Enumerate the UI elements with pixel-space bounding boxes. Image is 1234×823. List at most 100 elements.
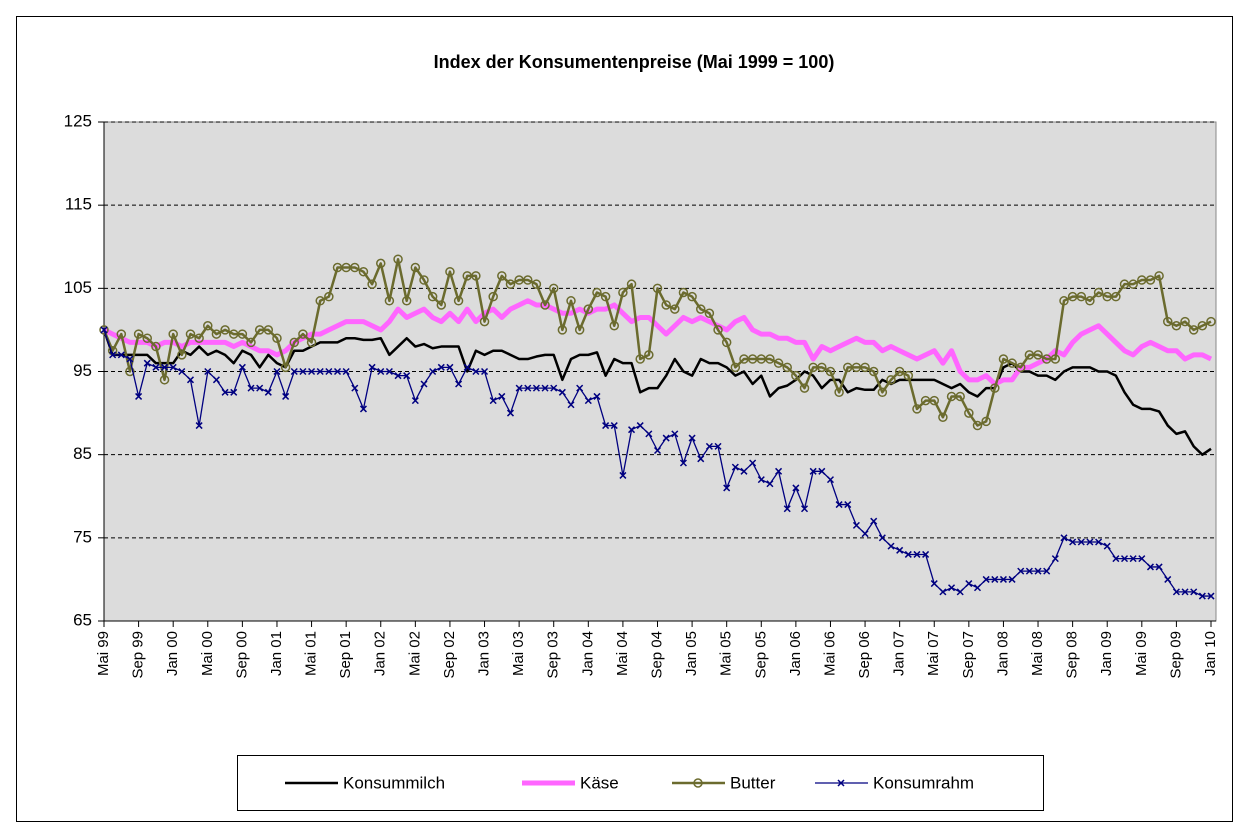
marker xyxy=(550,384,558,392)
marker xyxy=(472,367,480,376)
marker xyxy=(765,354,775,364)
marker xyxy=(116,329,127,339)
marker xyxy=(981,416,991,427)
marker xyxy=(574,325,585,335)
marker xyxy=(290,367,298,376)
marker xyxy=(427,291,438,302)
marker xyxy=(1086,538,1094,546)
x-tick-label: Jan 01 xyxy=(268,631,285,676)
marker xyxy=(636,422,644,430)
marker xyxy=(238,363,246,371)
marker xyxy=(1146,563,1154,571)
marker xyxy=(913,550,921,558)
marker xyxy=(817,362,827,373)
marker xyxy=(351,384,359,392)
marker xyxy=(159,375,170,385)
marker xyxy=(602,422,610,430)
marker xyxy=(135,392,143,400)
y-tick-label: 125 xyxy=(64,111,92,130)
marker xyxy=(576,384,584,392)
marker xyxy=(436,300,447,310)
marker xyxy=(333,367,342,376)
marker xyxy=(721,337,732,348)
marker xyxy=(446,363,454,371)
marker xyxy=(308,367,316,376)
marker xyxy=(143,359,151,367)
marker xyxy=(280,362,291,373)
marker xyxy=(1015,362,1026,373)
marker xyxy=(377,367,385,376)
marker xyxy=(385,367,393,376)
series-line xyxy=(102,257,1212,427)
marker xyxy=(126,355,134,363)
marker xyxy=(922,550,930,558)
marker xyxy=(1155,563,1163,571)
marker xyxy=(256,384,264,392)
marker xyxy=(593,392,601,400)
x-tick-label: Sep 07 xyxy=(960,631,977,679)
x-tick-label: Mai 04 xyxy=(614,631,631,676)
x-tick-label: Jan 04 xyxy=(579,631,596,676)
marker xyxy=(678,287,689,298)
marker xyxy=(376,258,386,269)
marker xyxy=(489,397,497,405)
marker xyxy=(142,333,152,343)
x-tick-label: Sep 01 xyxy=(337,631,354,679)
marker xyxy=(488,291,498,302)
x-tick-label: Mai 07 xyxy=(925,631,942,676)
marker xyxy=(860,362,870,373)
marker xyxy=(100,326,108,334)
marker xyxy=(230,388,238,396)
marker xyxy=(299,367,307,376)
marker xyxy=(766,480,774,488)
marker xyxy=(394,372,402,380)
marker xyxy=(1111,291,1121,302)
marker xyxy=(393,254,403,264)
marker xyxy=(973,584,982,592)
marker xyxy=(1138,555,1146,563)
marker xyxy=(497,271,507,281)
marker xyxy=(775,467,783,475)
marker xyxy=(999,575,1007,583)
marker xyxy=(834,387,844,398)
marker xyxy=(220,325,230,335)
marker xyxy=(704,308,715,319)
marker xyxy=(358,266,369,277)
marker xyxy=(1095,538,1103,546)
marker xyxy=(273,367,281,376)
marker xyxy=(990,383,1000,393)
marker xyxy=(437,363,445,371)
marker xyxy=(548,283,559,294)
marker xyxy=(852,521,860,529)
marker xyxy=(403,372,411,380)
marker xyxy=(298,329,308,339)
marker xyxy=(948,584,956,592)
marker xyxy=(566,296,576,306)
marker xyxy=(1145,275,1156,285)
marker xyxy=(541,384,549,392)
marker xyxy=(653,446,662,455)
marker xyxy=(445,266,455,277)
y-tick-label: 95 xyxy=(73,361,92,380)
marker xyxy=(1069,538,1077,546)
marker xyxy=(645,430,653,438)
marker xyxy=(316,367,324,376)
marker xyxy=(1171,321,1182,331)
marker xyxy=(956,588,964,596)
x-tick-label: Sep 08 xyxy=(1064,631,1081,679)
marker xyxy=(870,517,878,525)
marker xyxy=(99,325,109,335)
series-line xyxy=(102,298,1213,387)
marker xyxy=(635,354,645,364)
x-tick-label: Sep 02 xyxy=(441,631,458,679)
marker xyxy=(972,420,983,431)
marker xyxy=(861,530,869,538)
marker xyxy=(1043,567,1051,575)
y-tick-label: 105 xyxy=(64,278,92,297)
marker xyxy=(964,408,974,418)
marker xyxy=(185,329,196,339)
marker xyxy=(695,304,706,314)
legend-marker xyxy=(837,779,845,787)
marker xyxy=(515,384,523,392)
